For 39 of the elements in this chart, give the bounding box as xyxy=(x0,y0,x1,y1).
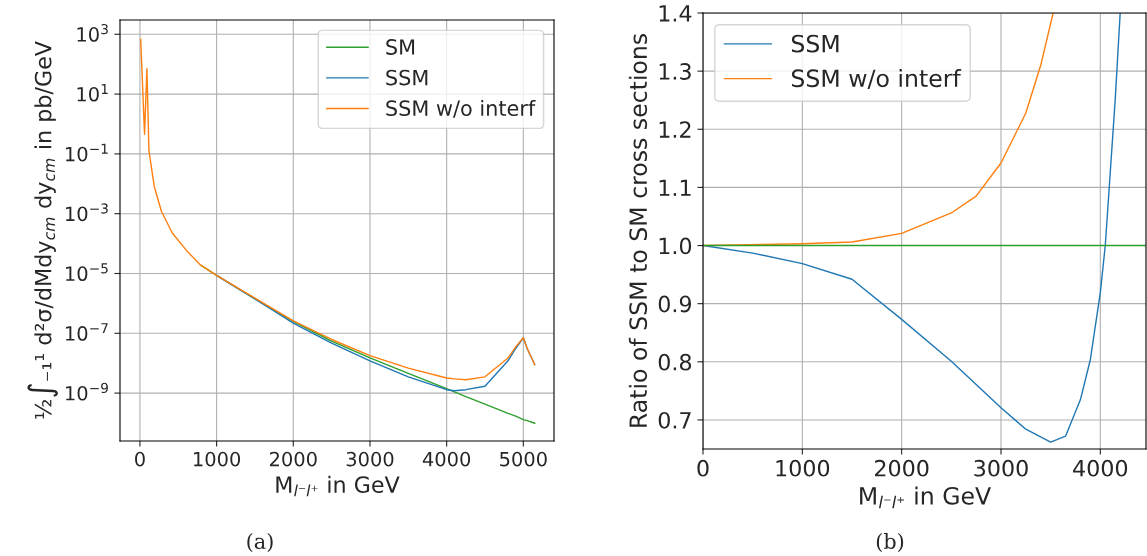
line-series xyxy=(703,13,1121,443)
legend-label: SSM xyxy=(386,69,428,86)
legend-label: SSM xyxy=(791,34,839,53)
x-tick-label: 2000 xyxy=(269,451,317,467)
x-tick-label: 3000 xyxy=(974,459,1028,477)
y-tick-label: 0.8 xyxy=(658,353,692,371)
x-tick-label: 3000 xyxy=(346,451,394,467)
x-tick-label: 4000 xyxy=(422,451,471,467)
y-tick-label: 1.4 xyxy=(659,5,692,22)
legend-label: SSM w/o interf xyxy=(791,68,962,90)
y-tick-label: 1.0 xyxy=(659,237,692,255)
y-tick-label: 1.3 xyxy=(659,63,691,80)
y-tick-label: 10$^{1}$ xyxy=(77,83,108,102)
x-tick-label: 1000 xyxy=(194,451,241,467)
x-tick-label: 2000 xyxy=(875,459,929,477)
x-tick-label: 0 xyxy=(135,451,145,467)
x-tick-label: 5000 xyxy=(500,451,547,467)
y-tick-label: 10$^{−5}$ xyxy=(66,263,108,282)
text: (b) xyxy=(876,532,904,552)
y-tick-label: 10$^{−7}$ xyxy=(66,323,108,341)
y-tick-label: 0.7 xyxy=(658,411,691,429)
x-tick-label: 1000 xyxy=(776,459,830,477)
y-axis-title: Ratio of SSM to SM cross sections xyxy=(628,33,648,427)
legend-label: SSM w/o interf xyxy=(386,99,536,118)
line-series xyxy=(140,38,536,381)
legend-label: SM xyxy=(386,39,415,55)
y-tick-label: 10$^{3}$ xyxy=(77,23,108,42)
text: (a) xyxy=(247,532,273,552)
y-tick-label: 10$^{−1}$ xyxy=(66,143,108,162)
x-tick-label: 4000 xyxy=(1073,459,1128,477)
y-tick-label: 10$^{−3}$ xyxy=(66,203,108,222)
x-axis-title: M$_{l⁻l⁺}$ in GeV xyxy=(860,486,991,509)
x-axis-title: M$_{l⁻l⁺}$ in GeV xyxy=(276,475,400,497)
y-tick-label: 10$^{−9}$ xyxy=(66,382,108,401)
y-tick-label: 0.9 xyxy=(658,295,692,313)
y-tick-label: 1.1 xyxy=(659,179,691,196)
y-tick-label: 1.2 xyxy=(659,121,691,138)
y-axis-title: ½∫₋₁¹ d²σ/dMdy$_{cm}$ dy$_{cm}$ in pb/GeV xyxy=(27,41,58,419)
x-tick-label: 0 xyxy=(697,459,709,477)
